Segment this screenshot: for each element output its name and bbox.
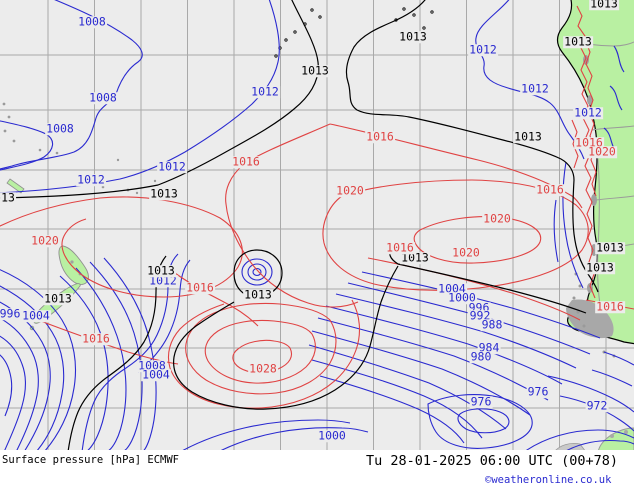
contour-label-972: 972: [585, 398, 609, 413]
pacific-islands: [2, 102, 157, 195]
contour-label-1013: 1013: [589, 0, 619, 11]
contour-label-1004: 1004: [141, 367, 171, 382]
caption-strip: 160E170E180170W160W150W140W130W120W110W1…: [0, 450, 634, 490]
contour-label-1013: 1013: [400, 250, 430, 265]
contour-label-1020: 1020: [587, 144, 617, 159]
contour-label-980: 980: [469, 349, 493, 364]
contour-label-1004: 1004: [21, 308, 51, 323]
contour-label-1016: 1016: [574, 135, 604, 150]
contour-label-1016: 1016: [231, 154, 261, 169]
contour-label-1000: 1000: [447, 290, 477, 305]
contour-label-1013: 1013: [149, 186, 179, 201]
contour-label-1012: 1012: [573, 105, 603, 120]
contour-label-1016: 1016: [535, 182, 565, 197]
contour-label-1020: 1020: [451, 245, 481, 260]
contour-label-1020: 1020: [335, 183, 365, 198]
contour-label-976: 976: [526, 384, 550, 399]
contour-label-13: 13: [0, 190, 16, 205]
contour-label-1013: 1013: [563, 34, 593, 49]
contour-label-1028: 1028: [248, 361, 278, 376]
contour-label-1000: 1000: [317, 428, 347, 443]
land-new-caledonia: [6, 178, 25, 194]
contour-label-1008: 1008: [77, 14, 107, 29]
contour-label-1013: 1013: [146, 263, 176, 278]
contour-label-996: 996: [0, 306, 22, 321]
contour-label-1016: 1016: [81, 331, 111, 346]
contour-label-1012: 1012: [250, 84, 280, 99]
contour-label-1008: 1008: [88, 90, 118, 105]
land-antarctica: [555, 427, 634, 450]
contour-label-1008: 1008: [45, 121, 75, 136]
contour-label-976: 976: [469, 394, 493, 409]
contour-label-layer: 1008 1008 1008 1012 1012 1012 1012 1012 1012 1012…: [0, 0, 625, 443]
contour-label-1016: 1016: [595, 299, 625, 314]
contour-label-1004: 1004: [437, 281, 467, 296]
contour-label-992: 992: [468, 308, 492, 323]
contour-label-1013: 1013: [243, 287, 273, 302]
contour-label-1008: 1008: [137, 358, 167, 373]
contour-label-984: 984: [477, 340, 501, 355]
contour-label-1012: 1012: [148, 273, 178, 288]
contour-label-1013: 1013: [300, 63, 330, 78]
map-canvas: 1008 1008 1008 1012 1012 1012 1012 1012 1012 1012…: [0, 0, 634, 450]
contour-label-988: 988: [480, 317, 504, 332]
equatorial-islands: [274, 7, 434, 58]
credit-link[interactable]: ©weatheronline.co.uk: [485, 474, 612, 486]
contour-label-1016: 1016: [365, 129, 395, 144]
contour-label-1012: 1012: [157, 159, 187, 174]
contour-label-1013: 1013: [595, 240, 625, 255]
run-datetime: Tu 28-01-2025 06:00 UTC (00+78): [366, 453, 618, 469]
contour-label-1012: 1012: [520, 81, 550, 96]
fjord-islands: [572, 272, 616, 358]
coastline-south-america: [556, 0, 634, 345]
product-title: Surface pressure [hPa] ECMWF: [2, 454, 180, 466]
contour-label-1020: 1020: [482, 211, 512, 226]
contour-label-1016: 1016: [185, 280, 215, 295]
contour-label-1012: 1012: [468, 42, 498, 57]
contour-label-1020: 1020: [30, 233, 60, 248]
contour-label-1013: 1013: [513, 129, 543, 144]
contour-label-1012: 1012: [76, 172, 106, 187]
contour-label-1013: 1013: [585, 260, 615, 275]
contour-label-1013: 1013: [43, 291, 73, 306]
contour-label-1016: 1016: [385, 240, 415, 255]
contour-label-1013: 1013: [398, 29, 428, 44]
contour-label-996: 996: [467, 300, 491, 315]
